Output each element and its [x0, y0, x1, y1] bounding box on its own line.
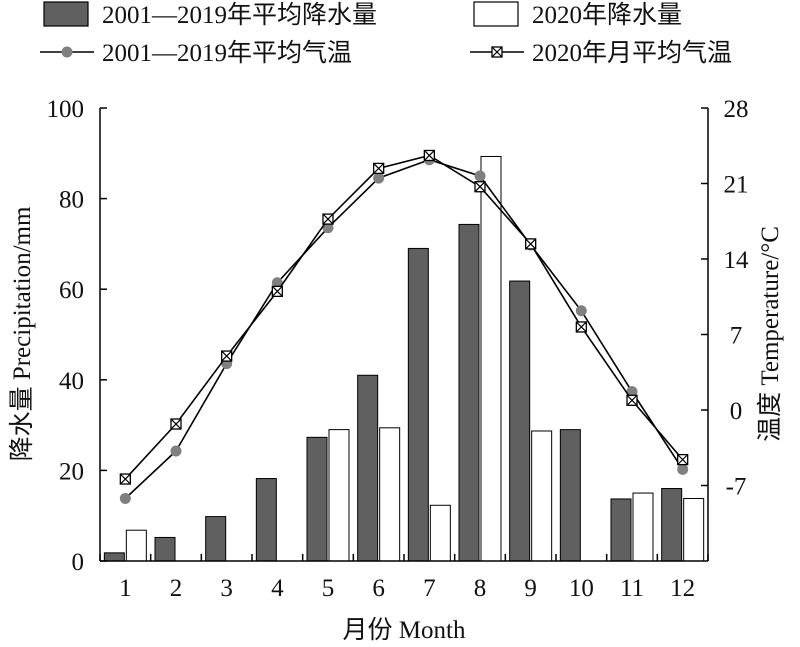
x-tick-label: 9	[524, 575, 537, 602]
x-tick-label: 11	[620, 575, 644, 602]
legend-label: 2001—2019年平均气温	[102, 39, 352, 67]
avg-precip-bar	[306, 436, 328, 562]
marker-cross	[119, 473, 131, 485]
precip-2020-bar	[328, 429, 350, 562]
temp-2020-point	[170, 418, 182, 430]
avg-temp-point	[474, 170, 486, 182]
legend: 2001—2019年平均降水量 2020年降水量 2001—2019年平均气温 202…	[40, 1, 732, 67]
marker-cross	[423, 150, 435, 161]
legend-label: 2020年月平均气温	[532, 39, 732, 67]
legend-precip-2020: 2020年降水量	[473, 1, 682, 29]
marker-cross	[575, 321, 587, 333]
temp-2020-line	[124, 154, 684, 480]
temp-2020-point	[423, 149, 435, 162]
avg-precip-bar	[255, 478, 277, 562]
bars-layer	[103, 155, 705, 562]
x-tick-label: 10	[569, 575, 594, 602]
temp-2020-point	[322, 213, 334, 225]
x-axis-title: 月份 Month	[343, 616, 466, 644]
right-y-tick-label: 14	[724, 247, 750, 274]
precip-2020-bar	[480, 155, 502, 562]
x-tick-label: 7	[423, 575, 436, 602]
left-y-tick-label: 40	[59, 368, 84, 395]
temp-2020-point	[221, 350, 233, 362]
marker-cross	[677, 454, 689, 466]
marker-cross	[322, 213, 334, 225]
avg-precip-bar	[205, 516, 227, 562]
marker-cross	[170, 418, 182, 430]
x-tick-label: 2	[170, 575, 183, 602]
legend-temp-2020: 2020年月平均气温	[470, 39, 732, 67]
avg-temp-point	[119, 492, 131, 504]
marker-cross	[221, 350, 233, 362]
avg-temp-point	[170, 445, 182, 457]
legend-swatch	[473, 1, 519, 27]
marker-cross	[474, 181, 486, 193]
avg-precip-bar	[509, 280, 531, 562]
x-tick-label: 8	[474, 575, 487, 602]
left-y-tick-label: 20	[59, 458, 84, 485]
avg-precip-bar	[154, 536, 176, 562]
temp-2020-point	[474, 181, 486, 193]
lines-layer	[119, 149, 689, 504]
legend-label: 2020年降水量	[532, 1, 682, 29]
x-tick-label: 5	[322, 575, 335, 602]
marker-cross	[525, 238, 537, 250]
legend-marker-cross	[491, 46, 503, 58]
precip-2020-bar	[683, 497, 705, 562]
legend-marker	[61, 46, 73, 58]
temp-2020-point	[575, 321, 587, 333]
left-y-tick-label: 60	[59, 277, 84, 304]
right-y-tick-label: -7	[726, 474, 747, 501]
x-tick-label: 6	[372, 575, 385, 602]
marker-cross	[271, 285, 283, 297]
legend-avg-precip: 2001—2019年平均降水量	[43, 1, 377, 29]
precip-2020-bar	[429, 504, 451, 562]
left-y-axis-title: 降水量 Precipitation/mm	[8, 206, 36, 461]
right-y-tick-label: 28	[724, 96, 749, 123]
right-y-axis-title: 温度 Temperature/°C	[756, 226, 784, 442]
temp-2020-point	[677, 453, 689, 466]
avg-temp-point	[677, 463, 689, 475]
left-y-tick-label: 100	[47, 96, 85, 123]
x-tick-label: 12	[670, 575, 695, 602]
legend-label: 2001—2019年平均降水量	[102, 1, 377, 29]
temp-2020-point	[626, 394, 638, 406]
temp-2020-point	[271, 285, 283, 298]
axes-layer	[99, 108, 709, 562]
avg-precip-bar	[407, 247, 429, 562]
precip-2020-bar	[125, 529, 147, 562]
avg-temp-point	[373, 172, 385, 184]
avg-precip-bar	[357, 374, 379, 562]
legend-swatch	[43, 1, 89, 27]
avg-precip-bar	[610, 498, 632, 562]
temp-2020-point	[373, 162, 385, 175]
x-tick-label: 3	[220, 575, 233, 602]
avg-temp-line	[124, 158, 684, 500]
temp-2020-point	[119, 473, 131, 485]
avg-temp-point	[575, 305, 587, 317]
temp-2020-point	[525, 238, 537, 250]
left-y-tick-label: 0	[72, 549, 85, 576]
legend-avg-temp: 2001—2019年平均气温	[40, 39, 352, 67]
left-y-tick-label: 80	[59, 187, 84, 214]
marker-cross	[373, 162, 385, 174]
avg-precip-bar	[103, 552, 125, 562]
right-y-tick-label: 7	[730, 323, 743, 350]
marker-cross	[626, 394, 638, 406]
right-y-tick-label: 0	[730, 398, 743, 425]
avg-precip-bar	[458, 223, 480, 562]
precip-2020-bar	[379, 427, 401, 562]
x-tick-label: 4	[271, 575, 284, 602]
right-y-tick-label: 21	[724, 172, 749, 199]
avg-precip-bar	[559, 429, 581, 562]
precip-2020-bar	[632, 492, 654, 562]
x-tick-label: 1	[119, 575, 132, 602]
avg-precip-bar	[661, 488, 683, 562]
precip-2020-bar	[531, 430, 553, 562]
